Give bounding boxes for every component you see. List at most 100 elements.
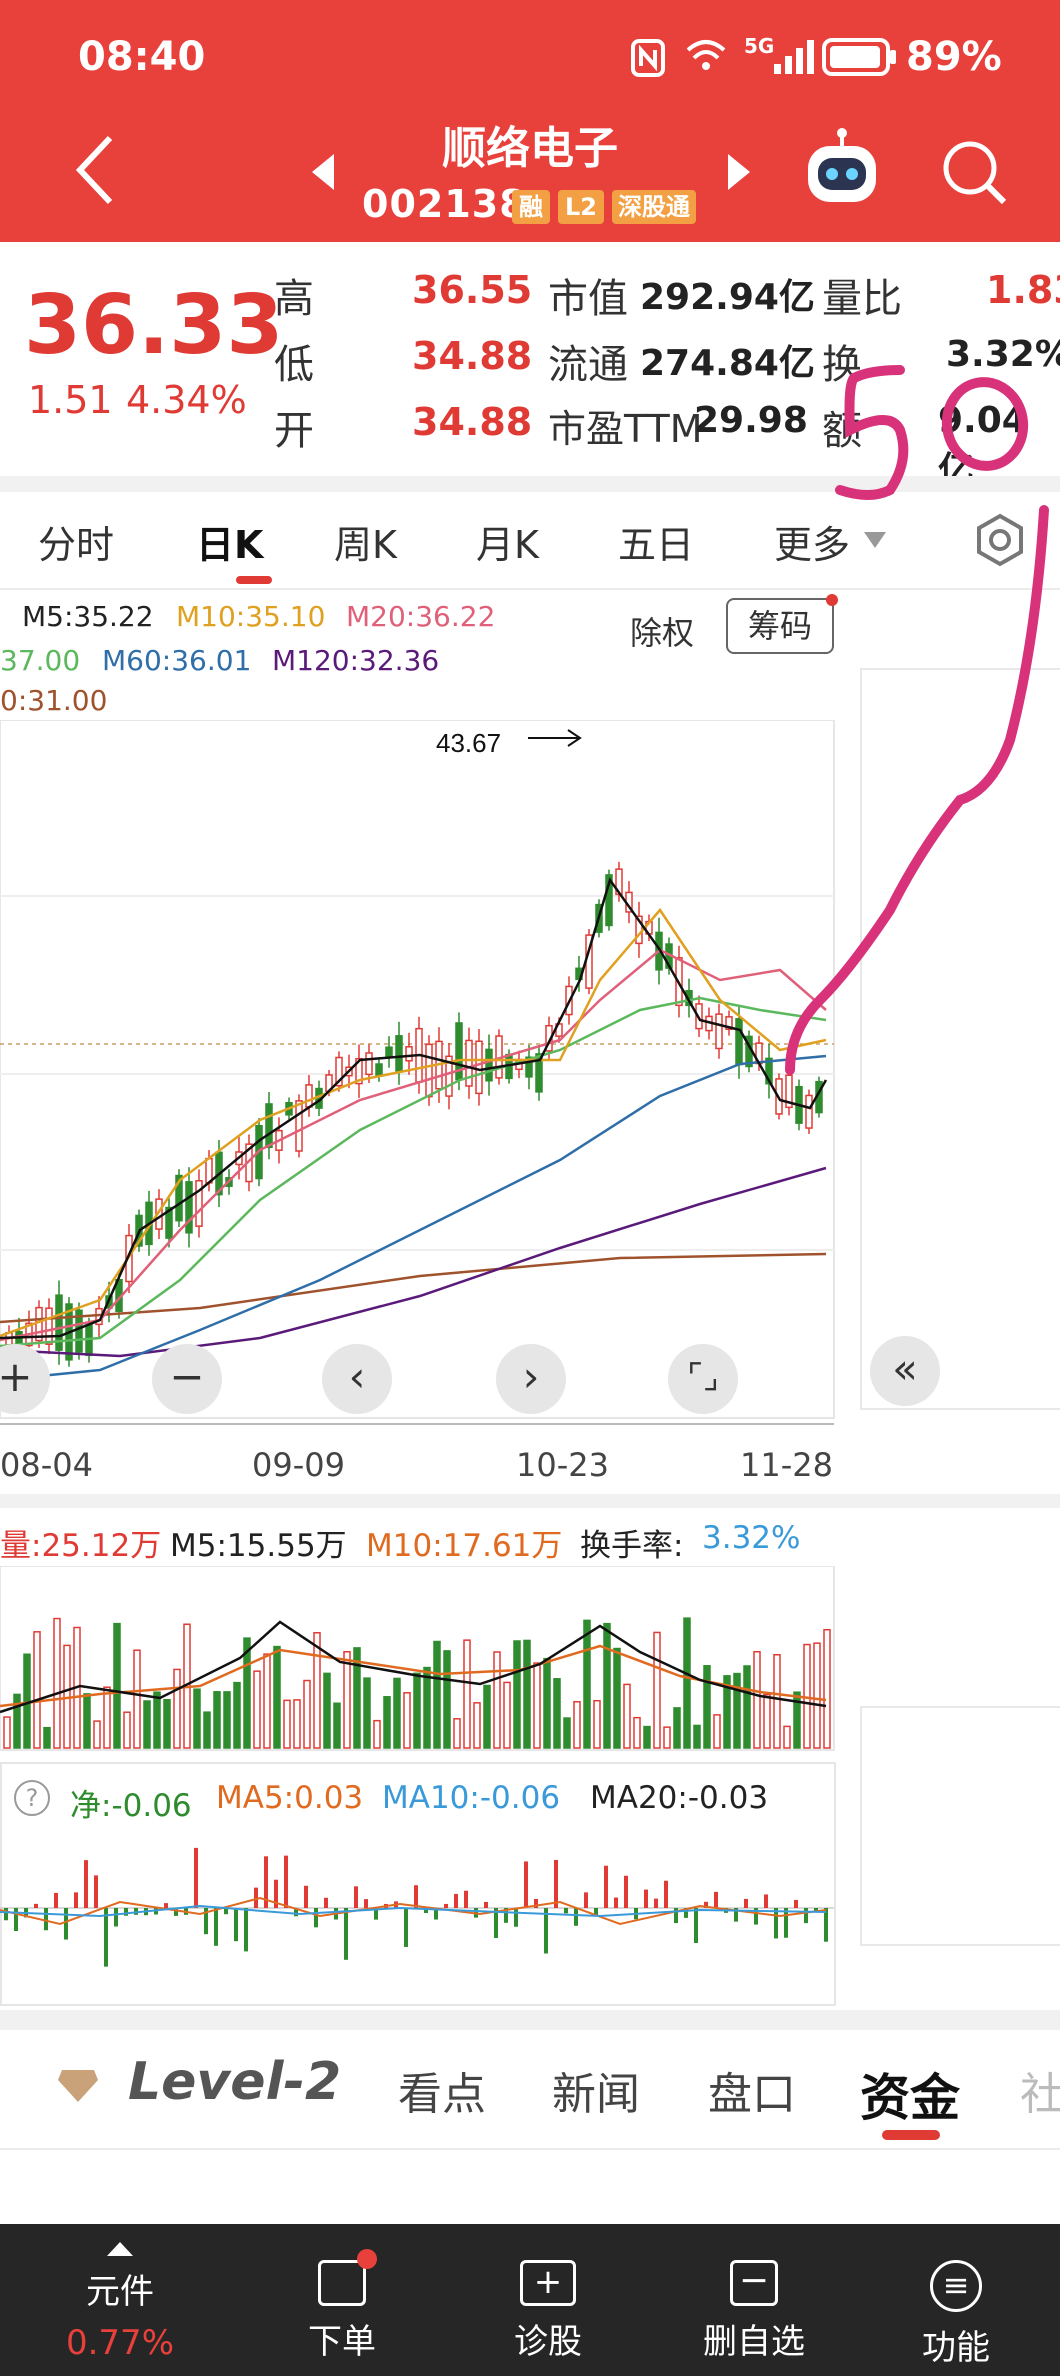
flow-ma20-label: MA20:-0.03 [590, 1780, 769, 1816]
function-button[interactable]: ≡ 功能 [856, 2224, 1056, 2376]
volume-bar [153, 1691, 161, 1749]
tab-community[interactable]: 社 [1020, 2069, 1060, 2120]
flow-bar [654, 1898, 658, 1908]
pe-label: 市盈TTM [548, 407, 703, 451]
candle [195, 1180, 203, 1227]
candle [715, 1013, 723, 1050]
divider [0, 2148, 1060, 2150]
order-button[interactable]: 下单 [242, 2224, 442, 2376]
settings-icon[interactable] [972, 512, 1028, 568]
chouma-button[interactable]: 筹码 [726, 598, 834, 654]
fund-flow-chart[interactable] [0, 1820, 836, 2004]
volume-bar [513, 1640, 521, 1749]
ma60-label: M60:36.01 [102, 644, 252, 677]
flow-ma10-label: MA10:-0.06 [382, 1780, 561, 1816]
candle [55, 1294, 63, 1351]
flow-bar [34, 1903, 38, 1908]
open-value: 34.88 [412, 400, 533, 444]
function-icon: ≡ [930, 2260, 982, 2312]
float-label: 流通 [548, 342, 628, 388]
sector-button[interactable]: 元件 0.77% [20, 2224, 220, 2376]
volume-bar [163, 1699, 171, 1749]
stock-code: 002138 [362, 182, 527, 226]
flow-ma5-label: MA5:0.03 [216, 1780, 364, 1816]
volume-bar [263, 1653, 271, 1749]
ma120-label: M120:32.36 [272, 644, 440, 677]
volume-bar [733, 1672, 741, 1749]
flow-bar [314, 1908, 318, 1928]
flow-bar [584, 1892, 588, 1908]
flow-bar [254, 1887, 258, 1908]
tab-level2[interactable]: Level-2 [128, 2052, 342, 2112]
volume-bar [393, 1677, 401, 1749]
chuquan-label[interactable]: 除权 [630, 614, 695, 652]
pan-left-button[interactable]: ‹ [322, 1344, 392, 1414]
candle [335, 1056, 343, 1087]
volume-bar [593, 1699, 601, 1749]
badge-margin: 融 [512, 190, 550, 224]
volume-bar [623, 1683, 631, 1749]
flow-bar [534, 1898, 538, 1908]
next-stock-icon[interactable] [726, 152, 752, 192]
pan-right-button[interactable]: › [496, 1344, 566, 1414]
badge-l2: L2 [558, 190, 604, 224]
flow-bar [44, 1908, 48, 1931]
volume-bar [673, 1707, 681, 1749]
prev-stock-icon[interactable] [310, 152, 336, 192]
volume-bar [813, 1642, 821, 1749]
volume-bar [633, 1716, 641, 1749]
volume-bar [643, 1725, 651, 1749]
zoom-out-button[interactable]: − [152, 1344, 222, 1414]
status-time: 08:40 [78, 34, 206, 80]
side-panel-volume [860, 1706, 1060, 1946]
volume-bar [383, 1696, 391, 1749]
tab-intraday[interactable]: 分时 [38, 523, 115, 567]
volume-bar [433, 1640, 441, 1749]
volume-bar [353, 1647, 361, 1749]
candle [385, 1046, 393, 1058]
flow-bar [14, 1908, 18, 1932]
low-value: 34.88 [412, 334, 533, 378]
zoom-in-button[interactable]: + [0, 1344, 50, 1414]
volume-chart[interactable] [0, 1566, 836, 1752]
flow-bar [774, 1908, 778, 1939]
flow-bar [444, 1903, 448, 1908]
back-icon[interactable] [70, 132, 120, 208]
flow-bar [784, 1908, 788, 1938]
diagnose-button[interactable]: + 诊股 [448, 2224, 648, 2376]
tab-highlights[interactable]: 看点 [398, 2069, 486, 2120]
turnover-rate-value: 3.32% [702, 1520, 801, 1556]
volume-bar [203, 1711, 211, 1749]
kline-chart[interactable]: 43.67 [0, 720, 836, 1420]
flow-bar [104, 1908, 108, 1967]
tab-monthly-k[interactable]: 月K [476, 523, 539, 567]
flow-bar [764, 1894, 768, 1908]
tab-order-book[interactable]: 盘口 [708, 2069, 796, 2120]
help-icon[interactable]: ? [14, 1780, 50, 1816]
tab-weekly-k[interactable]: 周K [334, 523, 397, 567]
volume-bar [113, 1622, 121, 1749]
tab-more[interactable]: 更多 [774, 523, 851, 567]
volume-m5-label: M5:15.55万 [170, 1528, 347, 1564]
collapse-panel-button[interactable]: « [870, 1336, 940, 1406]
flow-bar [744, 1898, 748, 1908]
search-icon[interactable] [940, 138, 1010, 208]
tab-capital[interactable]: 资金 [860, 2069, 960, 2127]
active-section-indicator [882, 2130, 940, 2140]
flow-bar [614, 1897, 618, 1908]
flow-bar [174, 1908, 178, 1916]
tab-five-day[interactable]: 五日 [618, 523, 695, 567]
robot-assistant-icon[interactable] [800, 128, 884, 208]
function-label: 功能 [922, 2328, 990, 2368]
remove-watchlist-button[interactable]: − 删自选 [654, 2224, 854, 2376]
tab-news[interactable]: 新闻 [552, 2069, 640, 2120]
fullscreen-button[interactable]: ⌜⌟ [668, 1344, 738, 1414]
volume-bar [563, 1717, 571, 1749]
volume-bar [293, 1699, 301, 1749]
tab-daily-k[interactable]: 日K [196, 523, 264, 567]
stock-name: 顺络电子 [442, 123, 618, 174]
volume-bar [683, 1617, 691, 1749]
candle [305, 1084, 313, 1108]
flow-bar [274, 1879, 278, 1908]
flow-bar [404, 1908, 408, 1947]
